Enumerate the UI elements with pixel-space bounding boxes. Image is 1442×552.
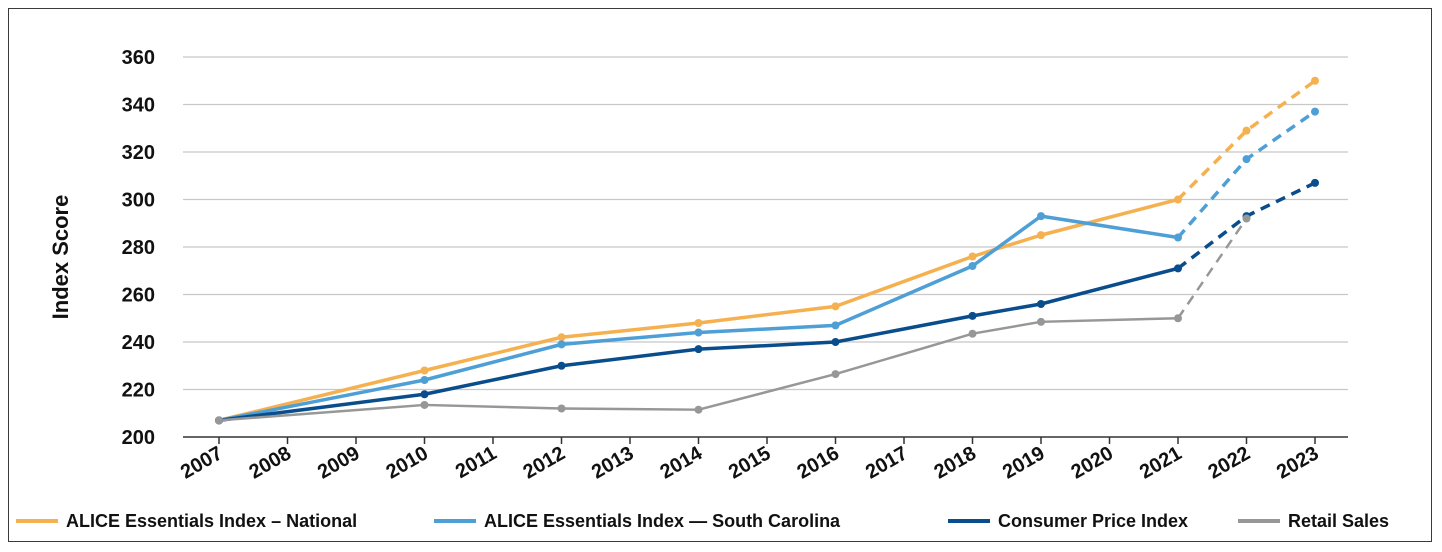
series-line-0 bbox=[218, 197, 1179, 423]
x-tick-2020: 2020 bbox=[1067, 442, 1117, 483]
x-tick-2023: 2023 bbox=[1273, 442, 1323, 483]
x-tick-2013: 2013 bbox=[588, 442, 638, 483]
x-tick-2019: 2019 bbox=[999, 442, 1049, 483]
y-axis-label: Index Score bbox=[48, 195, 73, 320]
data-point-2-2019 bbox=[1037, 300, 1045, 308]
data-point-1-2010 bbox=[420, 376, 429, 384]
x-tick-2014: 2014 bbox=[656, 442, 706, 484]
data-point-2-2021 bbox=[1174, 264, 1182, 273]
data-point-1-2022 bbox=[1242, 155, 1251, 164]
series-line-3 bbox=[218, 317, 1179, 422]
data-point-3-2019 bbox=[1037, 317, 1045, 326]
data-point-1-2023 bbox=[1311, 107, 1319, 116]
x-tick-2007: 2007 bbox=[177, 442, 227, 483]
data-point-3-2022 bbox=[1242, 214, 1251, 223]
series-projection-3 bbox=[1176, 217, 1248, 319]
data-point-2-2010 bbox=[420, 390, 429, 399]
data-point-0-2018 bbox=[968, 252, 977, 261]
x-tick-2011: 2011 bbox=[452, 442, 501, 483]
data-point-0-2022 bbox=[1242, 126, 1251, 135]
y-tick-300: 300 bbox=[122, 190, 155, 212]
x-tick-2016: 2016 bbox=[793, 442, 843, 483]
x-tick-2015: 2015 bbox=[725, 442, 775, 483]
y-tick-240: 240 bbox=[122, 332, 155, 354]
y-tick-260: 260 bbox=[122, 285, 155, 307]
data-point-0-2014 bbox=[694, 319, 703, 327]
legend: ALICE Essentials Index – National ALICE E… bbox=[16, 511, 1389, 531]
data-point-1-2016 bbox=[831, 321, 840, 330]
y-tick-labels: 200 220 240 260 280 300 320 340 360 bbox=[122, 47, 155, 449]
legend-label-0: ALICE Essentials Index – National bbox=[66, 511, 357, 531]
data-point-3-2010 bbox=[420, 400, 429, 409]
x-tick-2022: 2022 bbox=[1204, 442, 1254, 483]
y-tick-320: 320 bbox=[122, 142, 155, 164]
data-point-2-2016 bbox=[831, 338, 840, 346]
data-point-1-2018 bbox=[968, 262, 977, 270]
data-point-3-2012 bbox=[557, 404, 566, 413]
series-projection-0 bbox=[1176, 79, 1317, 201]
x-tick-2010: 2010 bbox=[382, 442, 432, 483]
x-tick-2021: 2021 bbox=[1136, 442, 1186, 483]
series-line-1 bbox=[218, 214, 1179, 423]
series-lines bbox=[218, 79, 1317, 423]
y-tick-280: 280 bbox=[122, 237, 155, 259]
data-point-3-2018 bbox=[968, 329, 977, 338]
data-point-3-2021 bbox=[1174, 314, 1182, 323]
series-points bbox=[215, 76, 1319, 425]
data-point-1-2019 bbox=[1037, 212, 1045, 221]
data-point-1-2012 bbox=[557, 340, 566, 349]
x-tick-2012: 2012 bbox=[519, 442, 569, 483]
data-point-1-2014 bbox=[694, 328, 703, 337]
x-tick-2018: 2018 bbox=[930, 442, 980, 483]
data-point-0-2016 bbox=[831, 302, 840, 311]
data-point-0-2023 bbox=[1311, 76, 1319, 85]
x-tick-2008: 2008 bbox=[245, 442, 295, 483]
data-point-0-2019 bbox=[1037, 231, 1045, 240]
y-tick-340: 340 bbox=[122, 95, 155, 117]
legend-label-2: Consumer Price Index bbox=[998, 511, 1188, 531]
data-point-2-2014 bbox=[694, 345, 703, 354]
data-point-0-2012 bbox=[557, 333, 566, 342]
series-line-2 bbox=[218, 266, 1179, 423]
legend-label-1: ALICE Essentials Index — South Carolina bbox=[484, 511, 841, 531]
data-point-2-2018 bbox=[968, 311, 977, 320]
chart-frame bbox=[8, 8, 1432, 542]
data-point-0-2021 bbox=[1174, 195, 1182, 204]
y-tick-360: 360 bbox=[122, 47, 155, 69]
data-point-2-2012 bbox=[557, 361, 566, 370]
data-point-3-2016 bbox=[831, 370, 840, 379]
data-point-3-2014 bbox=[694, 405, 703, 414]
data-point-1-2021 bbox=[1174, 233, 1182, 242]
y-tick-200: 200 bbox=[122, 427, 155, 449]
x-tick-labels: 2007 2008 2009 2010 2011 2012 2013 2014 2015 2016… bbox=[177, 442, 1323, 484]
x-tick-2009: 2009 bbox=[314, 442, 364, 483]
y-tick-220: 220 bbox=[122, 380, 155, 402]
data-point-3-2007 bbox=[215, 416, 223, 425]
x-tick-2017: 2017 bbox=[862, 442, 912, 483]
series-projection-2 bbox=[1176, 181, 1316, 270]
data-point-0-2010 bbox=[420, 366, 429, 375]
data-point-2-2023 bbox=[1311, 178, 1319, 187]
legend-label-3: Retail Sales bbox=[1288, 511, 1389, 531]
